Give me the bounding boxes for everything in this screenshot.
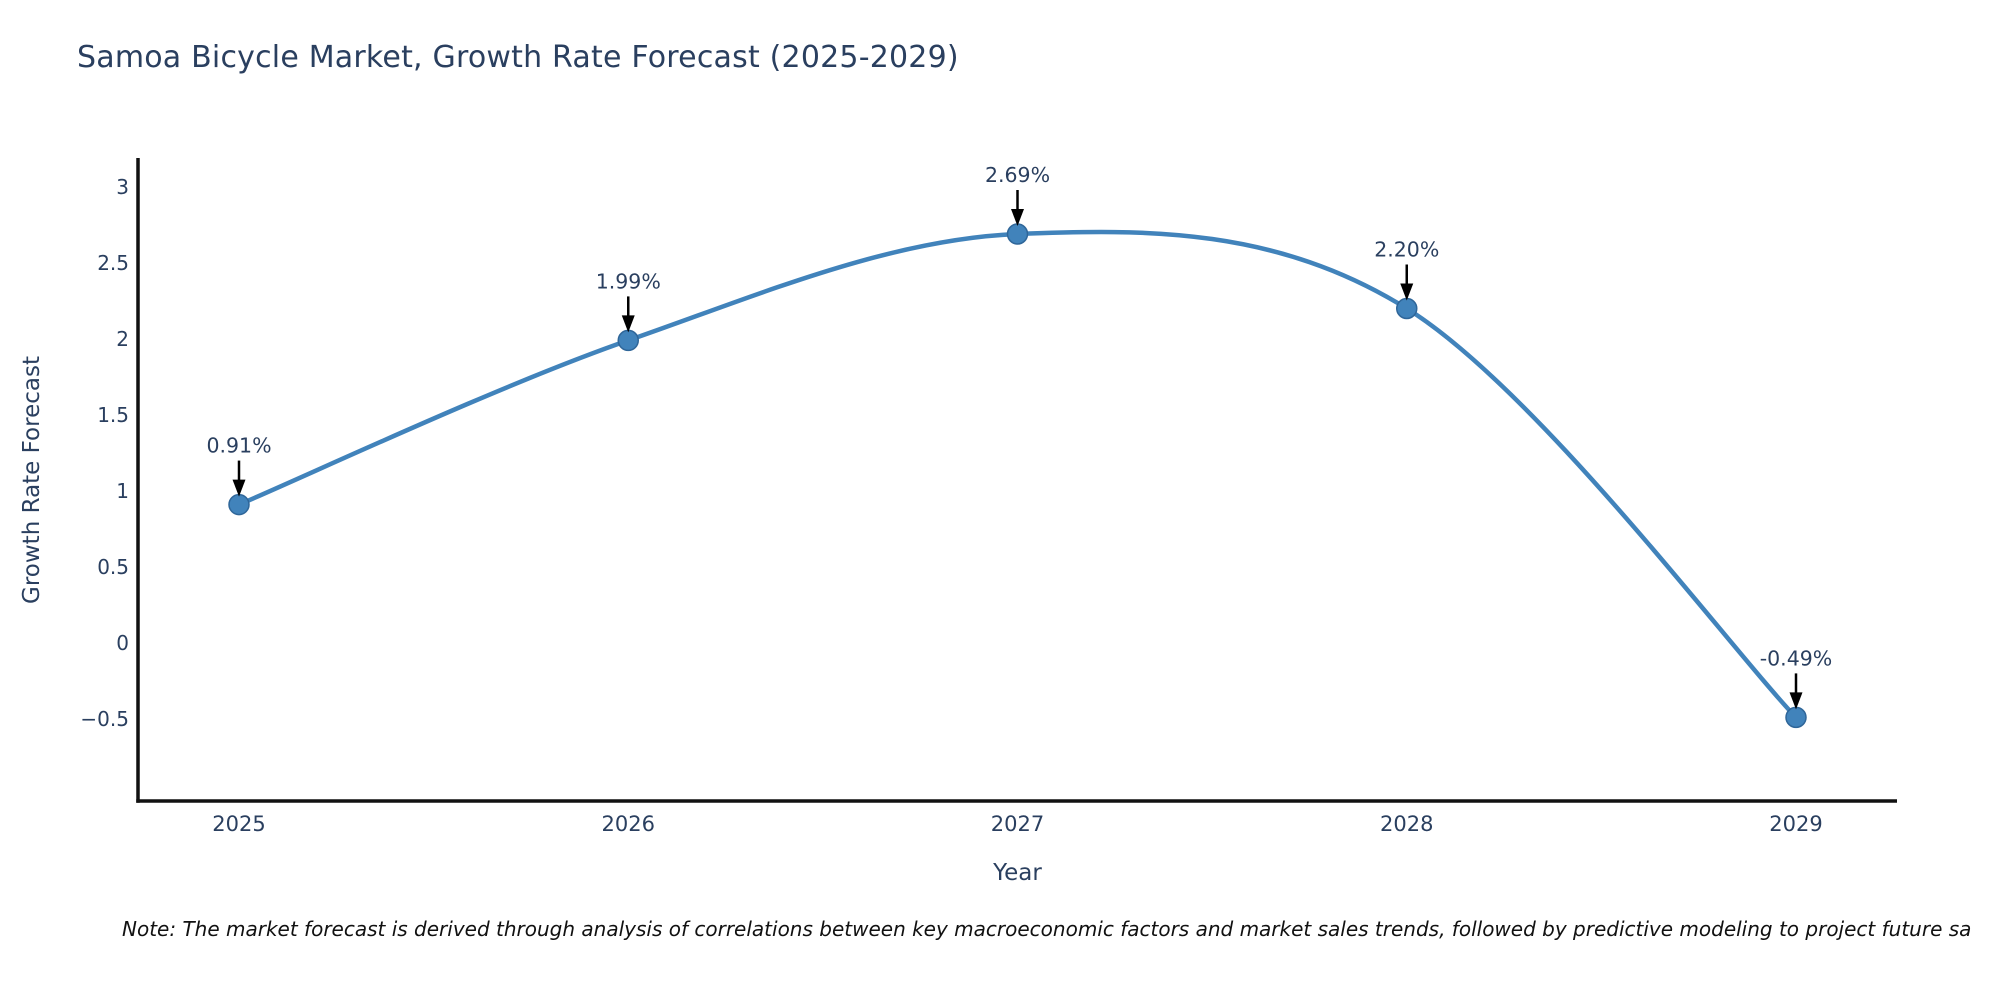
growth-rate-line [236, 229, 1799, 720]
data-point-value-label: -0.49% [1760, 646, 1833, 670]
data-point-value-label: 2.69% [985, 163, 1050, 187]
y-tick-label: 0.5 [97, 555, 129, 579]
y-tick-label: 2 [116, 327, 129, 351]
annotation-arrowhead [1011, 209, 1024, 227]
annotation-arrowhead [1789, 692, 1803, 710]
x-tick-label: 2029 [1769, 812, 1822, 836]
y-tick-label: −0.5 [80, 707, 129, 731]
data-point-marker [1006, 223, 1029, 245]
y-tick-label: 1.5 [97, 403, 129, 427]
x-tick-label: 2025 [212, 812, 265, 836]
data-point-marker [617, 329, 639, 352]
annotation-arrowhead [621, 315, 635, 333]
y-tick-label: 0 [116, 631, 129, 655]
x-tick-label: 2027 [991, 812, 1044, 836]
y-tick-label: 3 [116, 175, 129, 199]
data-point-value-label: 2.20% [1374, 237, 1439, 261]
data-point-value-label: 0.91% [206, 434, 271, 458]
annotation-arrowhead [1400, 283, 1414, 301]
x-tick-label: 2028 [1380, 812, 1433, 836]
data-point-marker [1396, 297, 1418, 320]
data-point-marker [1785, 706, 1807, 729]
annotation-arrowhead [232, 479, 246, 497]
footnote: Note: The market forecast is derived thr… [122, 917, 1972, 941]
y-tick-label: 1 [116, 479, 129, 503]
data-point-value-label: 1.99% [596, 269, 661, 293]
x-axis-title: Year [993, 860, 1042, 886]
data-point-marker [228, 493, 250, 516]
y-tick-label: 2.5 [97, 251, 129, 275]
x-tick-label: 2026 [602, 812, 655, 836]
chart-title: Samoa Bicycle Market, Growth Rate Foreca… [77, 40, 959, 75]
